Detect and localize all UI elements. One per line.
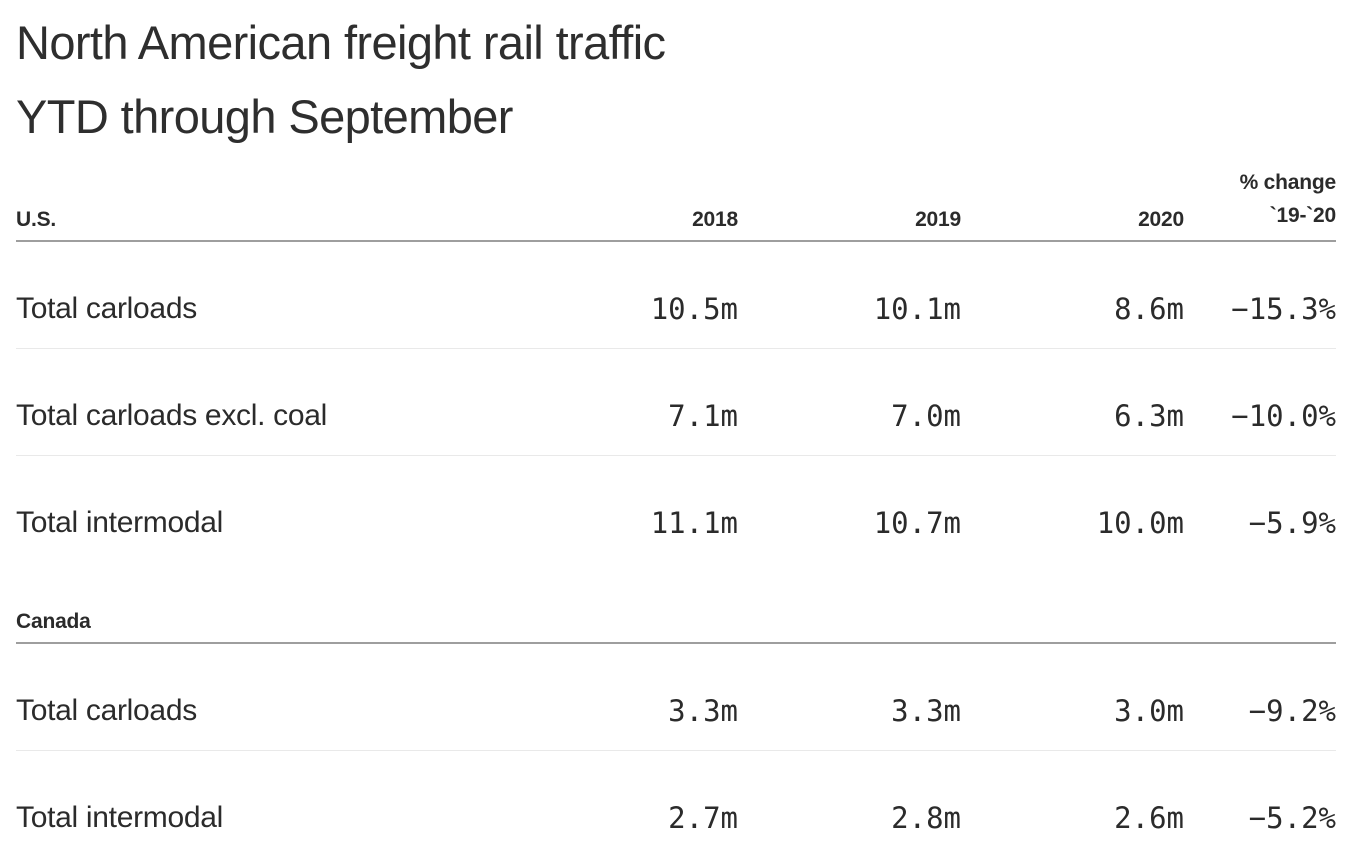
cell-2020: 3.0m: [961, 643, 1184, 751]
column-header-region: U.S.: [16, 166, 516, 241]
cell-2019: 7.0m: [738, 349, 961, 456]
row-label: Total carloads excl. coal: [16, 349, 516, 456]
table-row: Total carloads 10.5m 10.1m 8.6m −15.3%: [16, 241, 1336, 349]
cell-pct-change: −9.2%: [1184, 643, 1336, 751]
column-header-2020: 2020: [961, 166, 1184, 241]
column-header-2018: 2018: [516, 166, 738, 241]
cell-2020: 8.6m: [961, 241, 1184, 349]
cell-pct-change: −10.0%: [1184, 349, 1336, 456]
table-body-us: Total carloads 10.5m 10.1m 8.6m −15.3% T…: [16, 241, 1336, 562]
cell-pct-change: −5.2%: [1184, 751, 1336, 857]
freight-rail-table: U.S. 2018 2019 2020 % change `19-`20 Tot…: [16, 166, 1336, 857]
table-body-canada: Canada Total carloads 3.3m 3.3m 3.0m −9.…: [16, 562, 1336, 857]
cell-pct-change: −15.3%: [1184, 241, 1336, 349]
cell-2020: 10.0m: [961, 456, 1184, 563]
row-label: Total intermodal: [16, 456, 516, 563]
pct-change-label-line2: `19-`20: [1184, 199, 1336, 232]
table-row: Total intermodal 2.7m 2.8m 2.6m −5.2%: [16, 751, 1336, 857]
cell-2018: 2.7m: [516, 751, 738, 857]
row-label: Total carloads: [16, 241, 516, 349]
section-header-label: Canada: [16, 562, 1336, 643]
table-head: U.S. 2018 2019 2020 % change `19-`20: [16, 166, 1336, 241]
cell-2020: 2.6m: [961, 751, 1184, 857]
page-title: North American freight rail traffic YTD …: [16, 0, 1336, 154]
row-label: Total carloads: [16, 643, 516, 751]
cell-2018: 7.1m: [516, 349, 738, 456]
cell-2019: 10.1m: [738, 241, 961, 349]
cell-2018: 3.3m: [516, 643, 738, 751]
cell-2019: 10.7m: [738, 456, 961, 563]
section-header-row-canada: Canada: [16, 562, 1336, 643]
column-header-2019: 2019: [738, 166, 961, 241]
cell-2019: 3.3m: [738, 643, 961, 751]
table-row: Total carloads 3.3m 3.3m 3.0m −9.2%: [16, 643, 1336, 751]
table-header-row: U.S. 2018 2019 2020 % change `19-`20: [16, 166, 1336, 241]
cell-2018: 10.5m: [516, 241, 738, 349]
row-label: Total intermodal: [16, 751, 516, 857]
cell-2020: 6.3m: [961, 349, 1184, 456]
cell-2018: 11.1m: [516, 456, 738, 563]
cell-2019: 2.8m: [738, 751, 961, 857]
cell-pct-change: −5.9%: [1184, 456, 1336, 563]
page-root: North American freight rail traffic YTD …: [0, 0, 1366, 768]
pct-change-label-line1: % change: [1184, 166, 1336, 199]
table-row: Total carloads excl. coal 7.1m 7.0m 6.3m…: [16, 349, 1336, 456]
table-row: Total intermodal 11.1m 10.7m 10.0m −5.9%: [16, 456, 1336, 563]
column-header-pct-change: % change `19-`20: [1184, 166, 1336, 241]
